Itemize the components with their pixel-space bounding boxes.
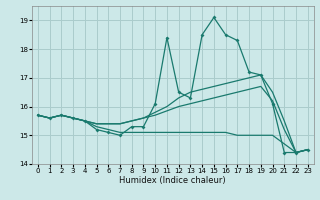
X-axis label: Humidex (Indice chaleur): Humidex (Indice chaleur) (119, 176, 226, 185)
